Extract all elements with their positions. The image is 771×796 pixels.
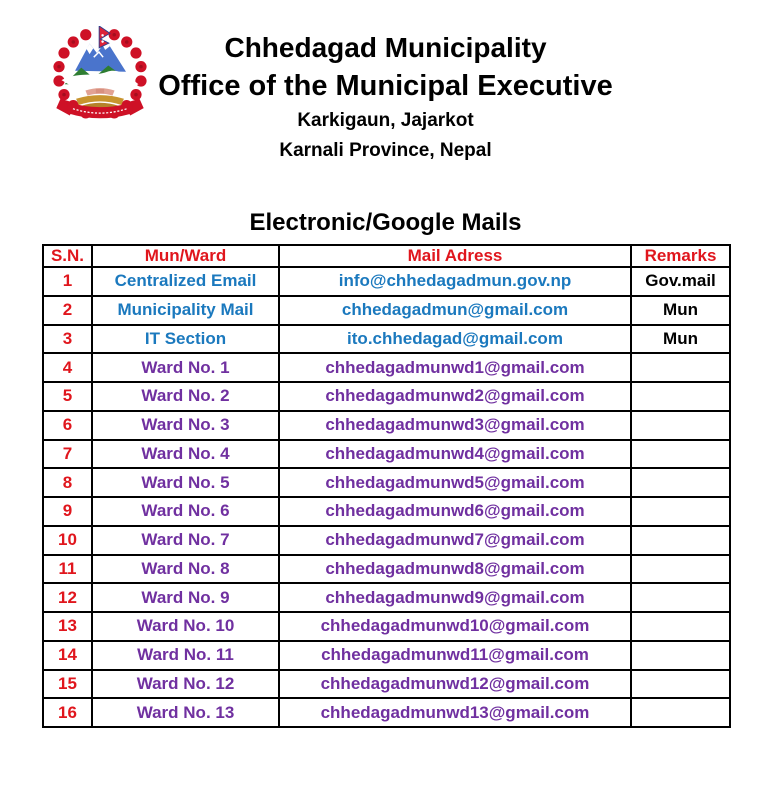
remarks-cell (630, 611, 731, 642)
email-cell: chhedagadmunwd6@gmail.com (278, 496, 632, 527)
munward-cell: Ward No. 10 (91, 611, 280, 642)
email-cell: chhedagadmun@gmail.com (278, 294, 632, 326)
remarks-cell: Mun (630, 323, 731, 355)
table-row: 2 Municipality Mail chhedagadmun@gmail.com… (42, 294, 731, 326)
table-row: 13 Ward No. 10 chhedagadmunwd10@gmail.com (42, 611, 731, 642)
email-cell: chhedagadmunwd1@gmail.com (278, 352, 632, 383)
sn-cell: 12 (42, 582, 93, 613)
email-cell: chhedagadmunwd7@gmail.com (278, 524, 632, 556)
remarks-cell (630, 697, 731, 728)
munward-cell: IT Section (91, 323, 280, 355)
munward-cell: Ward No. 1 (91, 352, 280, 383)
table-row: 14 Ward No. 11 chhedagadmunwd11@gmail.com (42, 639, 731, 671)
munward-cell: Ward No. 2 (91, 381, 280, 412)
office-title: Office of the Municipal Executive (158, 70, 613, 102)
sn-cell: 8 (42, 467, 93, 498)
column-header-munward: Mun/Ward (91, 244, 280, 268)
table-row: 5 Ward No. 2 chhedagadmunwd2@gmail.com (42, 381, 731, 412)
address-line-2: Karnali Province, Nepal (279, 140, 492, 161)
letterhead: Chhedagad Municipality Office of the Mun… (0, 0, 771, 166)
sn-cell: 11 (42, 553, 93, 585)
sn-cell: 13 (42, 611, 93, 642)
email-cell: chhedagadmunwd4@gmail.com (278, 438, 632, 470)
column-header-mail: Mail Adress (278, 244, 632, 268)
munward-cell: Ward No. 6 (91, 496, 280, 527)
munward-cell: Ward No. 9 (91, 582, 280, 613)
remarks-cell (630, 639, 731, 671)
header-row: S.N. Mun/Ward Mail Adress Remarks (42, 244, 731, 268)
table-row: 9 Ward No. 6 chhedagadmunwd6@gmail.com (42, 496, 731, 527)
table-row: 15 Ward No. 12 chhedagadmunwd12@gmail.com (42, 668, 731, 700)
email-cell: info@chhedagadmun.gov.np (278, 266, 632, 297)
sn-cell: 9 (42, 496, 93, 527)
sn-cell: 6 (42, 409, 93, 441)
sn-cell: 14 (42, 639, 93, 671)
email-cell: ito.chhedagad@gmail.com (278, 323, 632, 355)
remarks-cell (630, 496, 731, 527)
munward-cell: Ward No. 12 (91, 668, 280, 700)
org-title: Chhedagad Municipality (224, 32, 547, 63)
sn-cell: 3 (42, 323, 93, 355)
table-row: 6 Ward No. 3 chhedagadmunwd3@gmail.com (42, 409, 731, 441)
email-cell: chhedagadmunwd10@gmail.com (278, 611, 632, 642)
table-row: 16 Ward No. 13 chhedagadmunwd13@gmail.com (42, 697, 731, 728)
remarks-cell (630, 553, 731, 585)
table-row: 7 Ward No. 4 chhedagadmunwd4@gmail.com (42, 438, 731, 470)
sn-cell: 2 (42, 294, 93, 326)
sn-cell: 7 (42, 438, 93, 470)
email-cell: chhedagadmunwd5@gmail.com (278, 467, 632, 498)
sn-cell: 15 (42, 668, 93, 700)
munward-cell: Municipality Mail (91, 294, 280, 326)
address-line-1: Karkigaun, Jajarkot (297, 110, 474, 131)
table-row: 11 Ward No. 8 chhedagadmunwd8@gmail.com (42, 553, 731, 585)
table-row: 4 Ward No. 1 chhedagadmunwd1@gmail.com (42, 352, 731, 383)
email-cell: chhedagadmunwd13@gmail.com (278, 697, 632, 728)
table-row: 12 Ward No. 9 chhedagadmunwd9@gmail.com (42, 582, 731, 613)
munward-cell: Ward No. 13 (91, 697, 280, 728)
remarks-cell (630, 409, 731, 441)
sn-cell: 16 (42, 697, 93, 728)
remarks-cell (630, 524, 731, 556)
remarks-cell: Mun (630, 294, 731, 326)
table-row: 3 IT Section ito.chhedagad@gmail.com Mun (42, 323, 731, 355)
remarks-cell (630, 352, 731, 383)
munward-cell: Centralized Email (91, 266, 280, 297)
email-cell: chhedagadmunwd8@gmail.com (278, 553, 632, 585)
table-row: 10 Ward No. 7 chhedagadmunwd7@gmail.com (42, 524, 731, 556)
email-table-body: 1 Centralized Email info@chhedagadmun.gov.… (42, 266, 731, 728)
column-header-sn: S.N. (42, 244, 93, 268)
nepal-emblem-logo (46, 25, 154, 130)
munward-cell: Ward No. 3 (91, 409, 280, 441)
table-row: 1 Centralized Email info@chhedagadmun.gov.… (42, 266, 731, 297)
sn-cell: 5 (42, 381, 93, 412)
remarks-cell (630, 582, 731, 613)
email-cell: chhedagadmunwd2@gmail.com (278, 381, 632, 412)
email-cell: chhedagadmunwd11@gmail.com (278, 639, 632, 671)
munward-cell: Ward No. 4 (91, 438, 280, 470)
remarks-cell: Gov.mail (630, 266, 731, 297)
sn-cell: 1 (42, 266, 93, 297)
remarks-cell (630, 438, 731, 470)
sn-cell: 4 (42, 352, 93, 383)
section-title: Electronic/Google Mails (249, 209, 522, 236)
sn-cell: 10 (42, 524, 93, 556)
munward-cell: Ward No. 11 (91, 639, 280, 671)
remarks-cell (630, 381, 731, 412)
email-table: S.N. Mun/Ward Mail Adress Remarks 1 Centr… (42, 244, 731, 728)
munward-cell: Ward No. 8 (91, 553, 280, 585)
email-cell: chhedagadmunwd3@gmail.com (278, 409, 632, 441)
column-header-remarks: Remarks (630, 244, 731, 268)
munward-cell: Ward No. 5 (91, 467, 280, 498)
table-row: 8 Ward No. 5 chhedagadmunwd5@gmail.com (42, 467, 731, 498)
nepal-emblem-icon (53, 25, 147, 119)
munward-cell: Ward No. 7 (91, 524, 280, 556)
remarks-cell (630, 467, 731, 498)
email-cell: chhedagadmunwd12@gmail.com (278, 668, 632, 700)
remarks-cell (630, 668, 731, 700)
email-cell: chhedagadmunwd9@gmail.com (278, 582, 632, 613)
